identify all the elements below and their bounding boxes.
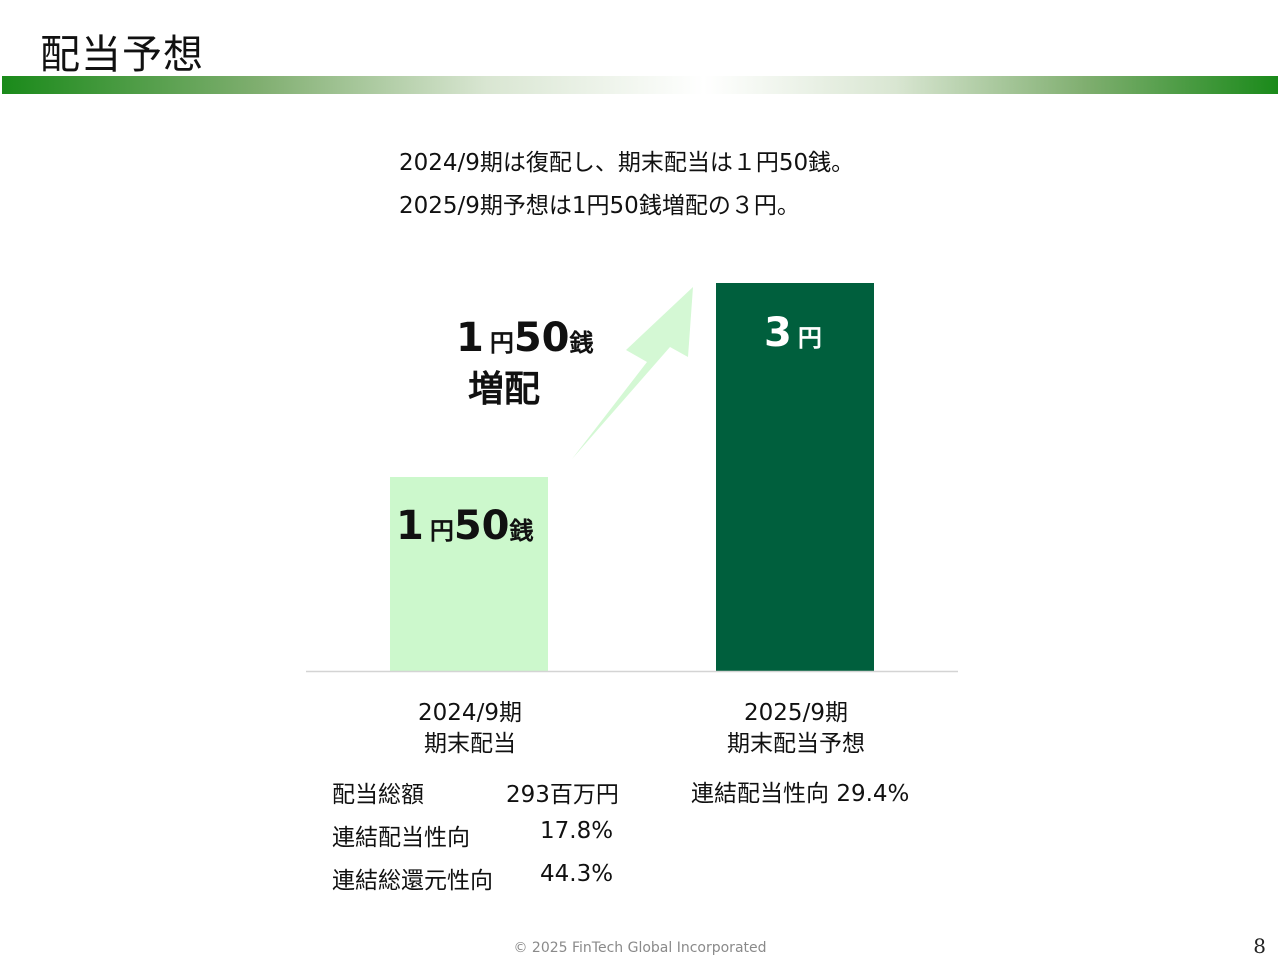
category-label-2024-line1: 2024/9期 [418, 700, 522, 726]
category-label-2024-line2: 期末配当 [424, 731, 516, 757]
category-label-2025-line1: 2025/9期 [744, 700, 848, 726]
stat-label-payout-ratio-2024: 連結配当性向 [332, 825, 470, 851]
bar-0 [390, 477, 548, 671]
stat-label-total-dividend: 配当総額 [332, 782, 424, 808]
summary-line-1: 2024/9期は復配し、期末配当は１円50銭。 [399, 150, 855, 176]
category-label-2024: 2024/9期 期末配当 [370, 698, 570, 760]
stat-value-payout-ratio-2024: 17.8% [540, 818, 614, 844]
page-number: 8 [1253, 934, 1266, 958]
stat-label-total-return-ratio: 連結総還元性向 [332, 868, 493, 894]
stat-label-payout-ratio-2025: 連結配当性向 [691, 781, 829, 807]
stat-value-payout-ratio-2025: 29.4% [836, 781, 910, 807]
data-label-2024: 1 円50銭 [396, 503, 534, 549]
increase-annotation-amount: 1 円50銭 [456, 315, 594, 361]
title-underline-bar [2, 76, 1278, 94]
increase-arrow-icon [572, 287, 693, 459]
stat-value-total-return-ratio: 44.3% [540, 861, 614, 887]
category-label-2025: 2025/9期 期末配当予想 [696, 698, 896, 760]
increase-annotation-text: 増配 [468, 369, 540, 410]
stat-row-payout-ratio-2025: 連結配当性向 29.4% [691, 774, 909, 808]
bar-1 [716, 283, 874, 671]
copyright-footer: © 2025 FinTech Global Incorporated [513, 940, 767, 956]
stat-value-total-dividend: 293百万円 [506, 782, 619, 808]
page-title: 配当予想 [40, 32, 204, 78]
category-label-2025-line2: 期末配当予想 [727, 731, 865, 757]
summary-line-2: 2025/9期予想は1円50銭増配の３円。 [399, 193, 800, 219]
